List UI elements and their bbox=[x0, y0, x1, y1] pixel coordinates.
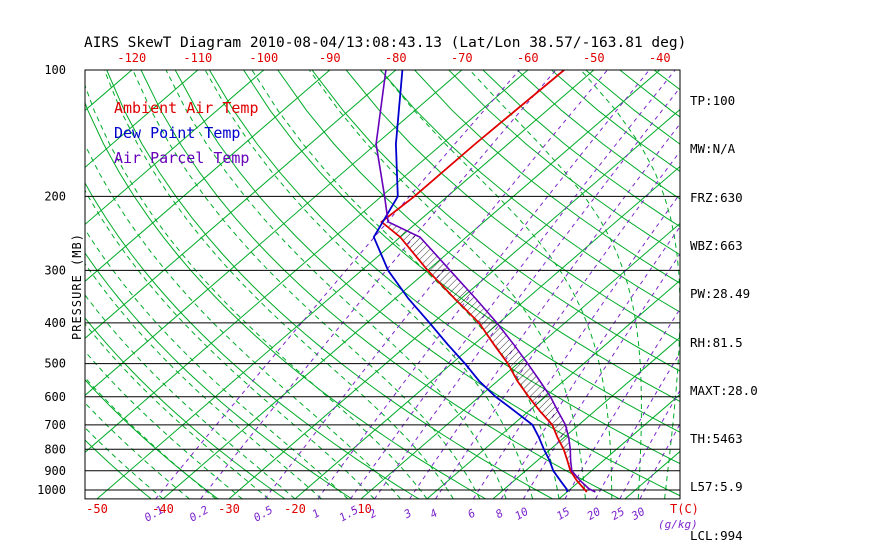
svg-text:-120: -120 bbox=[117, 51, 146, 65]
svg-text:-40: -40 bbox=[649, 51, 671, 65]
legend-ambient-air-temp: Ambient Air Temp bbox=[114, 99, 259, 117]
stat-line: TH:5463 bbox=[690, 431, 743, 447]
svg-text:20: 20 bbox=[585, 505, 603, 523]
svg-text:-50: -50 bbox=[583, 51, 605, 65]
svg-text:100: 100 bbox=[44, 63, 66, 77]
curve-blue bbox=[372, 70, 569, 493]
svg-text:0.2: 0.2 bbox=[187, 503, 211, 524]
svg-text:8: 8 bbox=[493, 506, 506, 521]
svg-text:-60: -60 bbox=[517, 51, 539, 65]
moist-adiabats bbox=[85, 70, 680, 499]
sounding-curves bbox=[372, 70, 596, 493]
mixing-ratio-lines bbox=[155, 70, 680, 499]
stat-line: LCL:994 bbox=[690, 527, 743, 543]
svg-text:200: 200 bbox=[44, 189, 66, 203]
svg-text:-80: -80 bbox=[385, 51, 407, 65]
svg-text:15: 15 bbox=[554, 505, 572, 523]
curve-red bbox=[380, 70, 588, 493]
page-title: AIRS SkewT Diagram 2010-08-04/13:08:43.1… bbox=[84, 35, 687, 51]
svg-text:-30: -30 bbox=[218, 502, 240, 516]
svg-text:-10: -10 bbox=[350, 502, 372, 516]
svg-text:(g/kg): (g/kg) bbox=[658, 518, 698, 531]
svg-text:-70: -70 bbox=[451, 51, 473, 65]
background-lines bbox=[85, 70, 680, 499]
svg-text:10: 10 bbox=[513, 505, 531, 523]
stat-line: RH:81.5 bbox=[690, 334, 743, 350]
svg-text:-40: -40 bbox=[152, 502, 174, 516]
svg-text:-90: -90 bbox=[319, 51, 341, 65]
svg-text:-100: -100 bbox=[249, 51, 278, 65]
plot-border bbox=[84, 69, 681, 500]
stat-line: FRZ:630 bbox=[690, 189, 743, 205]
svg-text:-20: -20 bbox=[284, 502, 306, 516]
isotherms bbox=[85, 70, 680, 499]
legend-dew-point-temp: Dew Point Temp bbox=[114, 124, 241, 142]
svg-text:25: 25 bbox=[609, 505, 627, 523]
svg-text:2: 2 bbox=[367, 506, 380, 521]
stat-line: WBZ:663 bbox=[690, 238, 743, 254]
svg-text:0.5: 0.5 bbox=[251, 503, 275, 524]
svg-text:700: 700 bbox=[44, 418, 66, 432]
svg-text:300: 300 bbox=[44, 263, 66, 277]
pressure-lines bbox=[85, 70, 680, 491]
svg-text:-110: -110 bbox=[183, 51, 212, 65]
svg-text:3: 3 bbox=[401, 507, 414, 522]
stat-line: MW:N/A bbox=[690, 141, 736, 157]
svg-text:1000: 1000 bbox=[37, 483, 66, 497]
svg-text:-50: -50 bbox=[86, 502, 108, 516]
stat-line: PW:28.49 bbox=[690, 286, 751, 302]
stat-line: L57:5.9 bbox=[690, 479, 743, 495]
svg-text:30: 30 bbox=[628, 505, 647, 524]
stat-line: TP:100 bbox=[690, 93, 736, 109]
svg-text:800: 800 bbox=[44, 442, 66, 456]
stat-line: MAXT:28.0 bbox=[690, 382, 758, 398]
svg-text:6: 6 bbox=[466, 506, 479, 521]
legend-air-parcel-temp: Air Parcel Temp bbox=[114, 149, 250, 167]
svg-text:500: 500 bbox=[44, 357, 66, 371]
svg-text:600: 600 bbox=[44, 390, 66, 404]
stats-panel: TP:100 MW:N/A FRZ:630 WBZ:663 PW:28.49 R… bbox=[690, 61, 758, 560]
svg-text:400: 400 bbox=[44, 316, 66, 330]
svg-text:T(C): T(C) bbox=[670, 502, 699, 516]
curve-parcel bbox=[375, 70, 596, 493]
svg-text:1: 1 bbox=[310, 507, 322, 522]
svg-text:4: 4 bbox=[428, 507, 440, 522]
svg-text:900: 900 bbox=[44, 464, 66, 478]
